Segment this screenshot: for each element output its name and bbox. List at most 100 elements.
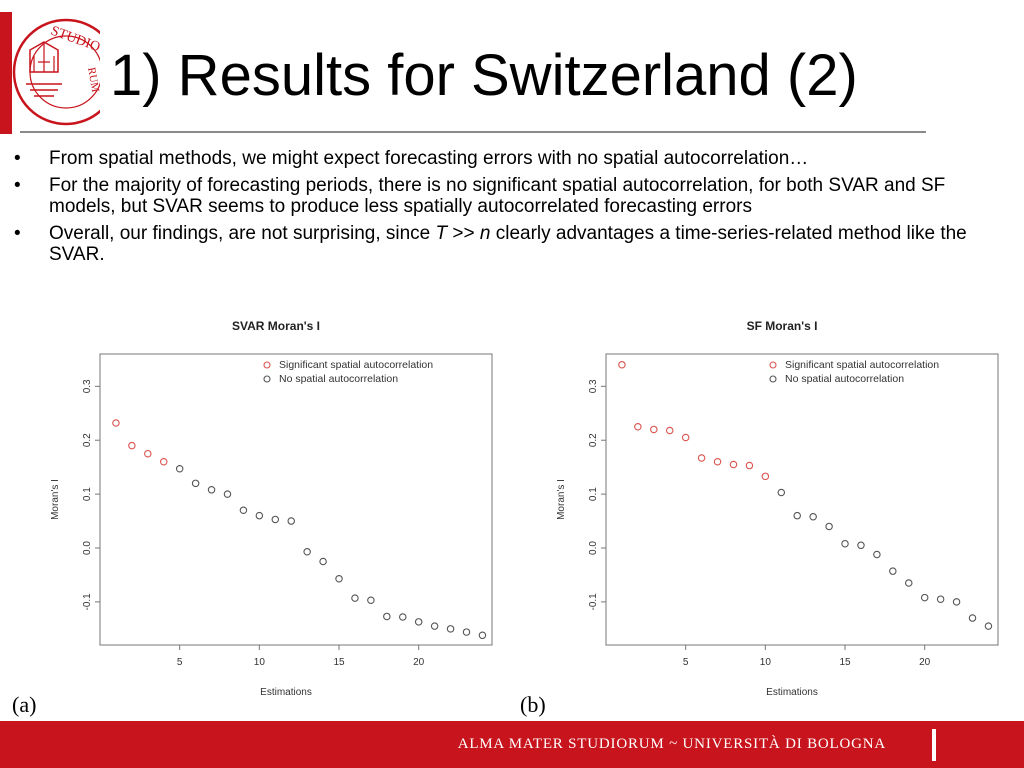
- svg-text:RUM: RUM: [85, 66, 100, 93]
- data-point: [319, 557, 327, 566]
- x-axis-label: Estimations: [260, 687, 312, 698]
- bullet-var-T: T: [435, 223, 448, 244]
- data-point: [351, 594, 359, 602]
- footer-university-name: ALMA MATER STUDIORUM ~ UNIVERSITÀ DI BOL…: [457, 736, 886, 752]
- legend-label: Significant spatial autocorrelation: [279, 359, 433, 371]
- data-point: [399, 613, 407, 621]
- data-point: [650, 425, 658, 434]
- y-tick-label: 0.0: [82, 541, 93, 555]
- footer-bar: ALMA MATER STUDIORUM ~ UNIVERSITÀ DI BOL…: [0, 721, 1024, 768]
- legend-label: No spatial autocorrelation: [785, 373, 904, 385]
- data-point: [478, 631, 487, 640]
- university-seal-logo: STUDIO RUM: [0, 12, 100, 134]
- data-point: [777, 488, 786, 497]
- y-tick-label: 0.1: [588, 487, 599, 501]
- bullet-item: • From spatial methods, we might expect …: [14, 148, 1004, 169]
- legend-label: Significant spatial autocorrelation: [785, 359, 939, 371]
- legend-marker: [263, 361, 271, 369]
- data-point: [223, 490, 232, 498]
- data-point: [729, 460, 738, 469]
- data-point: [367, 596, 375, 605]
- data-point: [287, 517, 295, 525]
- data-point: [618, 361, 626, 369]
- data-point: [634, 423, 642, 431]
- svar-morans-i-chart: SVAR Moran's I -0.1 0.0 0.1 0.2 0.3 5 10 15 20 Est…: [14, 308, 514, 718]
- data-point: [446, 625, 455, 633]
- data-point: [984, 622, 993, 630]
- data-point: [112, 419, 120, 427]
- data-point: [128, 441, 136, 450]
- data-point: [271, 515, 280, 524]
- x-tick-label: 10: [760, 657, 772, 668]
- data-point: [159, 458, 168, 466]
- x-tick-label: 5: [683, 657, 689, 668]
- bullet-marker: •: [14, 223, 21, 244]
- bullet-marker: •: [14, 148, 21, 169]
- y-tick-label: 0.2: [588, 433, 599, 447]
- data-point: [809, 512, 817, 521]
- bullet-text-post: clearly advantages a time-series-related…: [49, 223, 967, 265]
- legend-marker: [769, 375, 777, 383]
- data-point: [303, 548, 311, 556]
- sf-chart-svg: SF Moran's I -0.1 0.0 0.1 0.2 0.3 5 10 15 20 Estim…: [556, 319, 999, 698]
- bullet-operator: >>: [447, 223, 480, 244]
- data-point: [713, 458, 722, 466]
- y-tick-label: -0.1: [588, 593, 599, 611]
- x-axis-label: Estimations: [766, 687, 818, 698]
- x-tick-label: 10: [254, 657, 266, 668]
- data-point: [761, 472, 770, 481]
- data-point: [175, 465, 184, 473]
- data-point: [665, 426, 674, 435]
- data-point: [414, 618, 423, 626]
- y-axis-label: Moran's I: [556, 479, 567, 520]
- data-point: [462, 628, 471, 636]
- data-point: [841, 539, 849, 548]
- data-point: [857, 541, 865, 550]
- bullet-text: From spatial methods, we might expect fo…: [49, 148, 809, 169]
- data-point: [335, 574, 343, 583]
- data-point: [681, 433, 690, 442]
- data-point: [825, 522, 833, 531]
- data-point: [952, 598, 961, 606]
- bullet-marker: •: [14, 175, 21, 196]
- chart-title: SVAR Moran's I: [232, 319, 320, 333]
- x-tick-label: 20: [413, 657, 425, 668]
- legend-marker: [263, 375, 271, 383]
- bullet-item: • For the majority of forecasting period…: [14, 175, 1004, 217]
- y-tick-label: -0.1: [82, 593, 93, 611]
- data-point: [889, 567, 897, 575]
- y-tick-label: 0.3: [82, 379, 93, 393]
- plot-frame: [99, 353, 493, 646]
- x-tick-label: 20: [919, 657, 931, 668]
- svar-chart-svg: SVAR Moran's I -0.1 0.0 0.1 0.2 0.3 5 10 15 20 Est…: [50, 319, 493, 698]
- data-point: [207, 486, 216, 494]
- data-point: [144, 449, 152, 458]
- x-tick-label: 15: [839, 657, 851, 668]
- x-tick-label: 5: [177, 657, 183, 668]
- title-divider: [20, 131, 926, 133]
- footer-divider-mark: [932, 729, 936, 761]
- bullet-var-n: n: [479, 223, 491, 244]
- y-tick-label: 0.1: [82, 487, 93, 501]
- y-tick-label: 0.2: [82, 433, 93, 447]
- data-point: [383, 612, 391, 621]
- data-point: [430, 622, 439, 630]
- y-axis-label: Moran's I: [50, 479, 61, 520]
- panel-label-b: (b): [520, 692, 546, 717]
- y-tick-label: 0.3: [588, 379, 599, 393]
- legend-label: No spatial autocorrelation: [279, 373, 398, 385]
- data-point: [936, 595, 945, 603]
- bullet-text: For the majority of forecasting periods,…: [49, 175, 946, 217]
- bullet-item: • Overall, our findings, are not surpris…: [14, 223, 1004, 265]
- data-point: [793, 511, 801, 520]
- sf-morans-i-chart: SF Moran's I -0.1 0.0 0.1 0.2 0.3 5 10 15 20 Estim…: [520, 308, 1020, 718]
- data-point: [968, 614, 977, 622]
- bullet-list: • From spatial methods, we might expect …: [14, 148, 1004, 271]
- chart-title: SF Moran's I: [747, 319, 818, 333]
- data-point: [697, 454, 706, 462]
- bullet-text-pre: Overall, our findings, are not surprisin…: [49, 223, 436, 244]
- data-point: [905, 579, 913, 587]
- y-tick-label: 0.0: [588, 541, 599, 555]
- legend-marker: [769, 361, 777, 369]
- plot-frame: [605, 353, 999, 646]
